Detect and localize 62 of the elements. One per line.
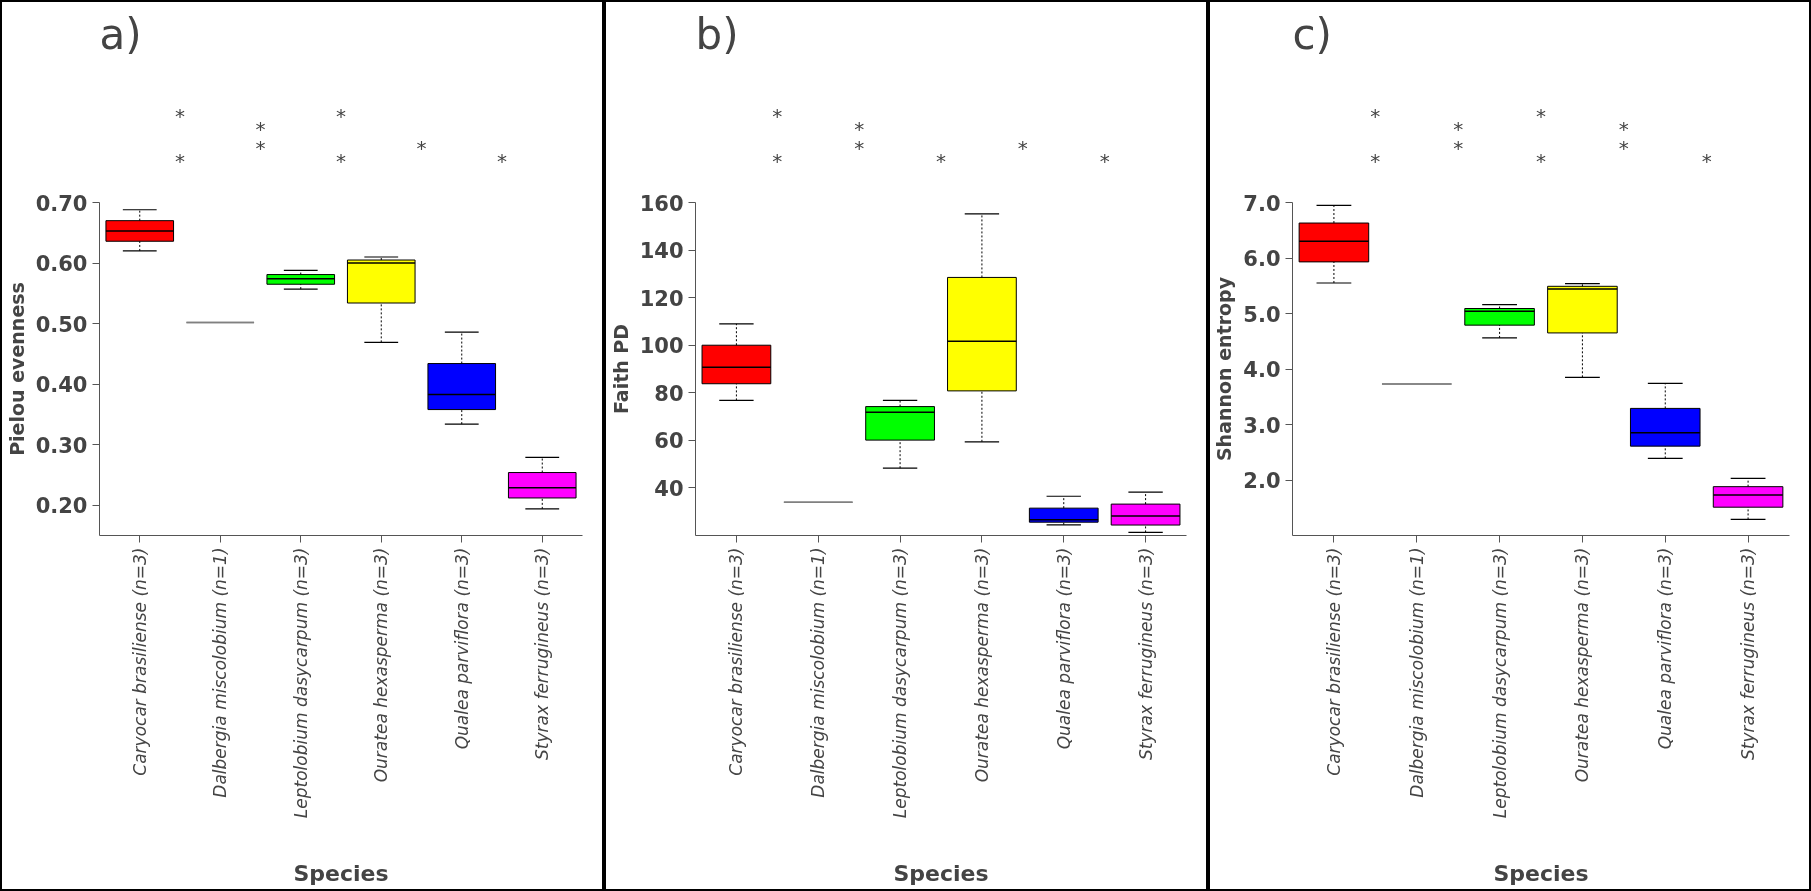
y-tick-label: 3.0	[1243, 413, 1281, 438]
chart-title: b)	[695, 9, 739, 59]
y-tick-label: 100	[639, 334, 684, 359]
y-axis-title: Shannon entropy	[1213, 276, 1236, 462]
x-tick-label: Dalbergia miscolobium (n=1)	[210, 547, 231, 798]
x-tick-label: Leptolobium dasycarpum (n=3)	[1489, 547, 1510, 819]
y-tick-label: 7.0	[1243, 191, 1281, 216]
text: *	[175, 104, 185, 128]
text: *	[175, 149, 185, 174]
text: *	[772, 149, 783, 174]
y-tick-label: 0.30	[35, 433, 88, 458]
x-tick-label: Dalbergia miscolobium (n=1)	[808, 547, 829, 798]
x-tick-label: Caryocar brasiliense (n=3)	[1323, 547, 1344, 776]
y-axis-title: Pielou evenness	[5, 282, 28, 456]
chart-title: a)	[99, 9, 142, 59]
y-tick-label: 6.0	[1243, 247, 1281, 271]
text: *	[336, 149, 346, 174]
x-tick-label: Styrax ferrugineus (n=3)	[1135, 547, 1156, 760]
x-tick-label: Caryocar brasiliense (n=3)	[129, 547, 150, 776]
y-tick-label: 120	[639, 286, 684, 311]
text: *	[1099, 149, 1110, 174]
y-tick-label: 4.0	[1243, 358, 1281, 382]
x-tick-label: Dalbergia miscolobium (n=1)	[1406, 547, 1427, 798]
y-tick-label: 2.0	[1243, 469, 1281, 493]
y-tick-label: 0.20	[35, 494, 88, 519]
x-tick-label: Styrax ferrugineus (n=3)	[532, 547, 553, 760]
text: *	[1701, 149, 1712, 174]
text: *	[772, 104, 783, 128]
y-tick-label: 0.40	[35, 373, 88, 398]
y-tick-label: 40	[654, 476, 684, 501]
y-tick-label: 0.70	[35, 191, 88, 216]
chart-title: c)	[1292, 9, 1332, 59]
text: *	[497, 149, 507, 174]
text: *	[1536, 104, 1546, 128]
text: *	[336, 104, 346, 128]
text: *	[1370, 104, 1381, 128]
text: *	[1536, 149, 1546, 174]
x-tick-label: Styrax ferrugineus (n=3)	[1738, 547, 1759, 760]
x-tick-label: Ouratea hexasperma (n=3)	[371, 547, 392, 783]
y-tick-label: 140	[639, 239, 684, 264]
y-tick-label: 60	[654, 429, 684, 454]
y-tick-label: 0.60	[35, 252, 88, 277]
x-tick-label: Qualea parviflora (n=3)	[451, 547, 472, 750]
x-tick-label: Qualea parviflora (n=3)	[1655, 547, 1676, 750]
x-axis-title: Species	[893, 861, 989, 887]
x-axis-title: Species	[293, 861, 389, 887]
y-tick-label: 160	[639, 191, 684, 216]
x-axis-title: Species	[1493, 861, 1589, 887]
x-tick-label: Qualea parviflora (n=3)	[1053, 547, 1074, 750]
y-axis-title: Faith PD	[609, 323, 632, 415]
x-tick-label: Ouratea hexasperma (n=3)	[1572, 547, 1593, 783]
y-tick-label: 80	[654, 381, 684, 406]
x-tick-label: Caryocar brasiliense (n=3)	[726, 547, 747, 776]
text: *	[416, 136, 427, 161]
x-tick-label: Ouratea hexasperma (n=3)	[971, 547, 992, 783]
text: *	[1017, 136, 1028, 161]
text: *	[936, 149, 946, 174]
text: *	[1370, 149, 1381, 174]
x-tick-label: Leptolobium dasycarpum (n=3)	[890, 547, 911, 819]
x-tick-label: Leptolobium dasycarpum (n=3)	[290, 547, 311, 819]
y-tick-label: 0.50	[35, 312, 88, 337]
y-tick-label: 5.0	[1243, 302, 1281, 327]
